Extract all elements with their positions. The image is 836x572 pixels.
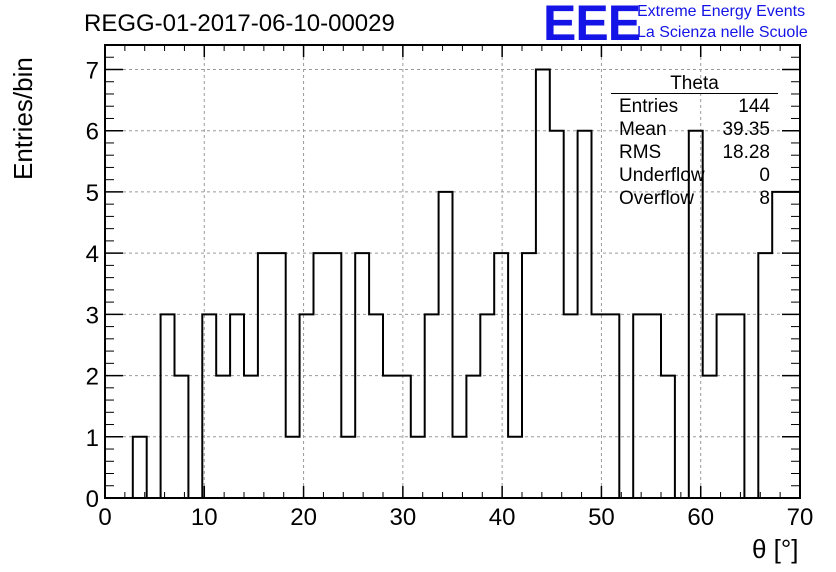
y-tick-label: 7	[86, 57, 99, 84]
stats-value: 0	[759, 165, 770, 186]
y-tick-label: 5	[86, 180, 99, 207]
x-tick-label: 20	[290, 504, 317, 531]
logo-line-2: La Scienza nelle Scuole	[637, 24, 808, 41]
stats-label: Mean	[619, 119, 667, 140]
stats-row: Overflow 8	[611, 186, 778, 209]
stats-row: Entries 144	[611, 94, 778, 117]
chart-title: REGG-01-2017-06-10-00029	[84, 10, 395, 37]
stats-label: RMS	[619, 142, 662, 163]
x-tick-label: 0	[98, 504, 111, 531]
y-tick-label: 6	[86, 119, 99, 146]
x-tick-label: 50	[588, 504, 615, 531]
stats-value: 18.28	[722, 142, 770, 163]
y-axis-label: Entries/bin	[8, 57, 38, 180]
axis-ticks: 0 10 20 30 40 50 60 70 0 1 2 3 4 5 6 7	[86, 44, 814, 531]
y-tick-label: 3	[86, 302, 99, 329]
histogram-series	[105, 68, 800, 499]
y-tick-label: 0	[86, 486, 99, 513]
stats-title: Theta	[611, 74, 778, 94]
logo-line-1: Extreme Energy Events	[637, 3, 806, 20]
plot-frame	[104, 44, 801, 499]
x-tick-label: 60	[687, 504, 714, 531]
x-tick-label: 10	[191, 504, 218, 531]
stats-label: Overflow	[619, 188, 694, 209]
stats-row: RMS 18.28	[611, 140, 778, 163]
stats-label: Underflow	[619, 165, 705, 186]
x-tick-label: 30	[390, 504, 417, 531]
y-tick-label: 2	[86, 364, 99, 391]
stats-box: Theta Entries 144 Mean 39.35 RMS 18.28 Unde…	[611, 74, 778, 209]
x-tick-label: 70	[787, 504, 814, 531]
eee-logo: EEE	[543, 0, 641, 51]
x-axis-label: θ [°]	[752, 534, 799, 564]
stats-value: 39.35	[722, 119, 770, 140]
stats-row: Mean 39.35	[611, 117, 778, 140]
stats-value: 144	[738, 96, 770, 117]
y-tick-label: 1	[86, 425, 99, 452]
y-tick-label: 4	[86, 241, 99, 268]
stats-value: 8	[759, 188, 770, 209]
stats-row: Underflow 0	[611, 163, 778, 186]
stats-label: Entries	[619, 96, 679, 117]
x-tick-label: 40	[489, 504, 516, 531]
